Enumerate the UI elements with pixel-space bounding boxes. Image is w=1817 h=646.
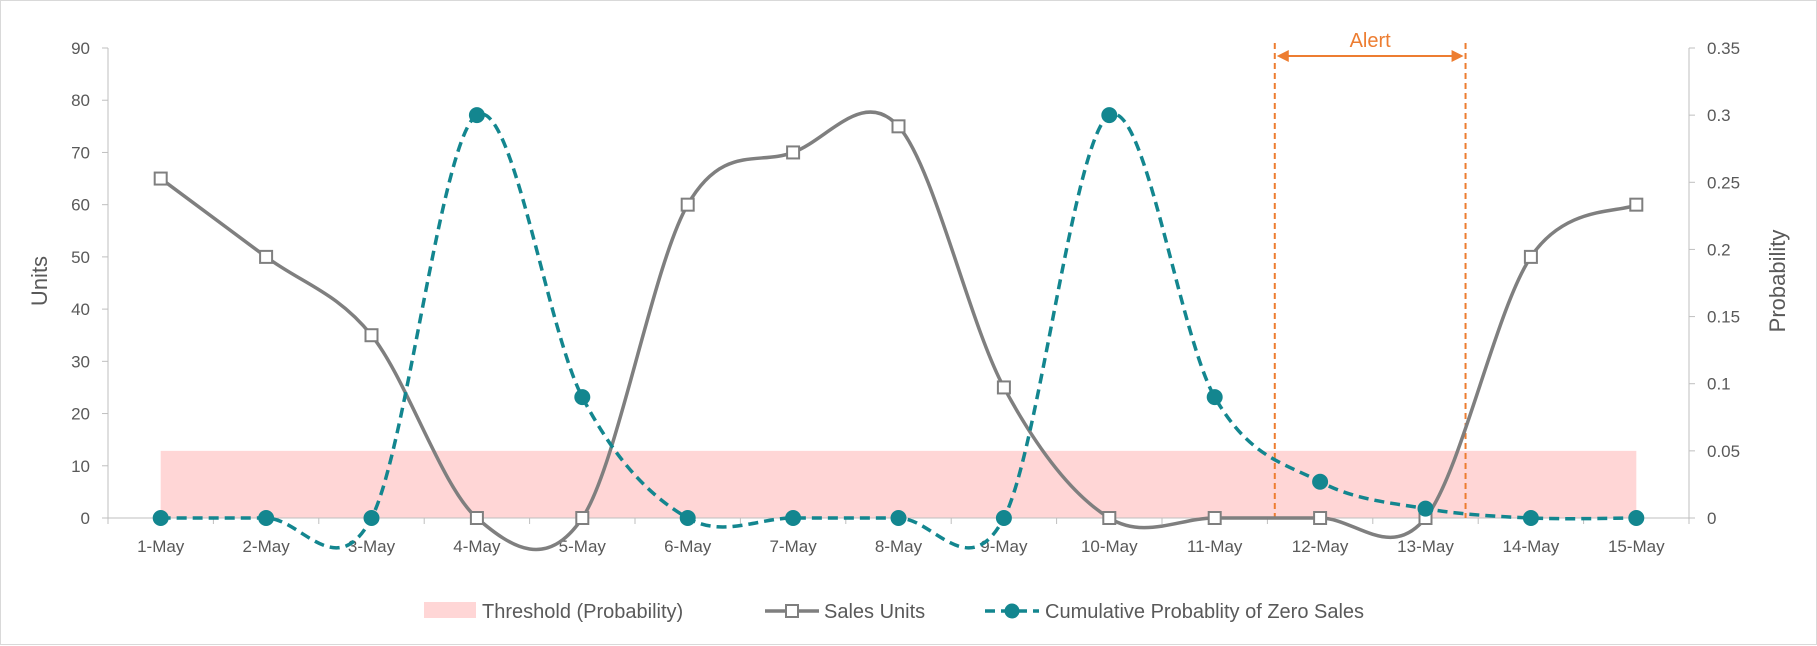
sales-units-marker — [259, 249, 274, 264]
probability-marker — [785, 510, 802, 526]
y-left-tick-label: 30 — [71, 352, 90, 371]
y-left-tick-label: 0 — [81, 509, 90, 528]
sales-units-marker — [1102, 511, 1117, 525]
x-tick-label: 4-May — [453, 537, 501, 556]
alert-arrow-right-head — [1451, 50, 1464, 62]
y-left-tick-label: 80 — [71, 91, 90, 110]
x-tick-label: 9-May — [980, 537, 1028, 556]
y-left-tick-label: 40 — [71, 300, 90, 319]
probability-marker — [1628, 510, 1645, 526]
probability-marker — [363, 510, 380, 526]
probability-marker — [1206, 389, 1223, 406]
sales-units-marker — [153, 171, 168, 186]
y-left-tick-label: 50 — [71, 248, 90, 267]
sales-units-marker — [1523, 249, 1538, 264]
probability-marker — [468, 107, 485, 124]
x-tick-label: 12-May — [1292, 537, 1349, 556]
legend: Threshold (Probability) Sales Units Cumu… — [424, 601, 1364, 623]
legend-swatch-threshold — [424, 602, 476, 618]
probability-marker — [1312, 473, 1329, 490]
y-left-tick-label: 90 — [71, 39, 90, 58]
x-tick-label: 2-May — [242, 537, 290, 556]
sales-units-marker — [1207, 511, 1222, 525]
x-tick-label: 7-May — [769, 537, 817, 556]
legend-prob-marker — [1004, 603, 1020, 619]
x-tick-label: 14-May — [1503, 537, 1560, 556]
threshold-band — [160, 450, 1637, 518]
y-axis-left-title: Units — [27, 256, 52, 306]
y-right-tick-label: 0.3 — [1707, 106, 1731, 125]
sales-units-marker — [364, 328, 379, 343]
x-tick-label: 13-May — [1397, 537, 1454, 556]
probability-marker — [679, 510, 696, 526]
legend-label-cumulative-probability: Cumulative Probablity of Zero Sales — [1045, 601, 1364, 623]
y-right-tick-label: 0.25 — [1707, 173, 1740, 192]
sales-units-marker — [1313, 511, 1328, 525]
y-right-tick-label: 0.05 — [1707, 442, 1740, 461]
sales-units-marker — [786, 145, 801, 160]
alert-arrow-left-head — [1276, 50, 1289, 62]
x-tick-label: 15-May — [1608, 537, 1665, 556]
probability-marker — [890, 510, 907, 526]
sales-units-marker — [469, 511, 484, 525]
legend-swatch-sales-units — [765, 604, 819, 618]
y-axis-right-title: Probability — [1765, 230, 1790, 333]
x-tick-label: 3-May — [348, 537, 396, 556]
probability-marker — [995, 510, 1012, 526]
legend-sales-marker — [785, 604, 799, 618]
y-right-tick-label: 0.15 — [1707, 308, 1740, 327]
y-right-tick-label: 0 — [1707, 509, 1716, 528]
legend-swatch-cumulative-probability — [985, 603, 1039, 619]
probability-marker — [152, 510, 169, 526]
y-right-tick-label: 0.35 — [1707, 39, 1740, 58]
probability-marker — [574, 389, 591, 406]
y-left-tick-label: 70 — [71, 143, 90, 162]
y-left-tick-label: 60 — [71, 196, 90, 215]
sales-units-marker — [996, 380, 1011, 395]
probability-marker — [1417, 500, 1434, 517]
probability-marker — [258, 510, 275, 526]
sales-units-marker — [680, 197, 695, 212]
legend-label-sales-units: Sales Units — [824, 601, 925, 623]
x-tick-label: 10-May — [1081, 537, 1138, 556]
x-tick-label: 8-May — [875, 537, 923, 556]
alert-label: Alert — [1350, 30, 1392, 52]
x-tick-label: 1-May — [137, 537, 185, 556]
sales-units-marker — [1629, 197, 1644, 212]
x-tick-label: 5-May — [559, 537, 607, 556]
y-left-tick-label: 10 — [71, 457, 90, 476]
sales-units-marker — [575, 511, 590, 525]
y-left-tick-label: 20 — [71, 405, 90, 424]
x-tick-label: 6-May — [664, 537, 712, 556]
y-right-tick-label: 0.2 — [1707, 240, 1731, 259]
y-right-tick-label: 0.1 — [1707, 375, 1731, 394]
x-tick-label: 11-May — [1187, 537, 1243, 556]
legend-label-threshold: Threshold (Probability) — [482, 601, 683, 623]
sales-units-marker — [891, 119, 906, 134]
probability-marker — [1522, 510, 1539, 526]
probability-marker — [1101, 107, 1118, 124]
